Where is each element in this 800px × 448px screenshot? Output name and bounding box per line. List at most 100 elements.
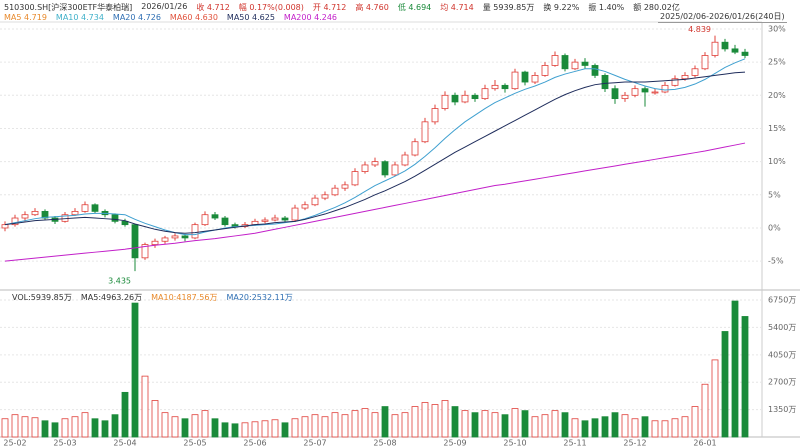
y-tick-label: 0%: [768, 223, 781, 232]
x-tick-label: 25-11: [563, 439, 586, 448]
quote-field: 额 280.02亿: [633, 3, 680, 12]
candle-body: [221, 217, 229, 226]
volume-bar: [71, 416, 79, 438]
candle-body: [271, 217, 279, 221]
candle-body: [171, 235, 179, 239]
candle-body: [601, 75, 609, 90]
candle-body: [371, 161, 379, 166]
volume-bar: [591, 418, 599, 438]
volume-bar: [11, 414, 19, 438]
volume-bar: [411, 406, 419, 438]
candle-body: [391, 164, 399, 176]
quote-field: 振 1.40%: [588, 3, 625, 12]
candle-body: [451, 94, 459, 103]
candle-body: [431, 108, 439, 123]
ma-line: [4, 58, 746, 236]
candle-body: [261, 219, 269, 222]
candle-body: [251, 220, 259, 226]
candle-body: [721, 41, 729, 50]
v-tick-label: 6750万: [768, 296, 796, 305]
v-tick-label: 2700万: [768, 378, 796, 387]
price-annotation: 3.435: [108, 277, 131, 286]
volume-bar: [501, 414, 509, 438]
price-annotation: 4.839: [688, 25, 711, 34]
candle-body: [381, 161, 389, 176]
volume-bar: [241, 422, 249, 438]
volume-bar: [641, 416, 649, 438]
candle-body: [61, 214, 69, 222]
candle-body: [211, 214, 219, 219]
candle-body: [71, 210, 79, 216]
volume-bar: [221, 422, 229, 438]
volume-bar: [711, 359, 719, 438]
v-tick-label: 1350万: [768, 405, 796, 414]
candle-body: [421, 121, 429, 143]
y-tick-label: 30%: [768, 24, 786, 33]
candle-body: [501, 84, 509, 90]
candle-body: [591, 65, 599, 76]
x-tick-label: 26-01: [693, 439, 716, 448]
volume-bar: [181, 418, 189, 438]
ma-line: [4, 71, 746, 234]
volume-bar: [351, 410, 359, 438]
candle-body: [641, 88, 649, 93]
volume-bar: [201, 410, 209, 438]
volume-bar: [631, 418, 639, 438]
vol-legend-item: VOL:5939.85万: [12, 293, 72, 302]
candle-body: [511, 71, 519, 90]
volume-bar: [291, 418, 299, 438]
volume-bar: [271, 419, 279, 438]
candle-body: [741, 51, 749, 56]
volume-bar: [521, 410, 529, 438]
candle-body: [241, 224, 249, 228]
candle-body: [401, 154, 409, 166]
x-tick-label: 25-04: [113, 439, 136, 448]
volume-bar: [561, 412, 569, 438]
candle-body: [551, 55, 559, 66]
volume-bar: [51, 422, 59, 438]
candle-body: [31, 210, 39, 216]
volume-bar: [21, 416, 29, 438]
volume-bar: [611, 412, 619, 438]
candle-body: [611, 88, 619, 100]
candle-body: [41, 210, 49, 219]
quote-field: 幅 0.17%(0.008): [238, 3, 304, 12]
candle-body: [351, 171, 359, 186]
candle-body: [731, 48, 739, 53]
candle-body: [201, 214, 209, 226]
vol-legend-item: MA10:4187.56万: [151, 293, 218, 302]
quote-header: 510300.SH[沪深300ETF华泰柏瑞] 2026/01/26 收 4.712…: [4, 2, 680, 13]
quote-field: 收 4.712: [196, 3, 230, 12]
candle-body: [581, 61, 589, 66]
ma-legend: MA5 4.719 MA10 4.734 MA20 4.726 MA60 4.630 M…: [4, 13, 337, 22]
volume-bar: [121, 391, 129, 438]
volume-bar: [261, 420, 269, 438]
candle-body: [691, 68, 699, 76]
volume-bar: [211, 418, 219, 438]
v-tick-label: 4050万: [768, 350, 796, 359]
quote-field: 开 4.712: [312, 3, 347, 12]
quote-field: 高 4.760: [355, 3, 389, 12]
candle-body: [231, 224, 239, 228]
ma-legend-item: MA20 4.726: [112, 13, 161, 22]
volume-bar: [311, 414, 319, 438]
candle-body: [301, 204, 309, 209]
volume-bar: [331, 412, 339, 438]
quote-field: 换 9.22%: [543, 3, 580, 12]
range-label[interactable]: 2025/02/06-2026/01/26(240日): [658, 12, 787, 23]
volume-bar: [551, 410, 559, 438]
candle-body: [91, 204, 99, 212]
volume-bar: [131, 302, 139, 438]
volume-bar: [691, 406, 699, 438]
y-tick-label: 10%: [768, 157, 786, 166]
ma-legend-item: MA5 4.719: [4, 13, 47, 22]
candle-body: [701, 55, 709, 70]
candle-body: [191, 224, 199, 239]
x-tick-label: 25-03: [53, 439, 76, 448]
candle-body: [331, 187, 339, 196]
volume-bar: [491, 412, 499, 438]
x-tick-label: 25-07: [303, 439, 326, 448]
volume-bar: [431, 404, 439, 438]
volume-bar: [671, 418, 679, 438]
